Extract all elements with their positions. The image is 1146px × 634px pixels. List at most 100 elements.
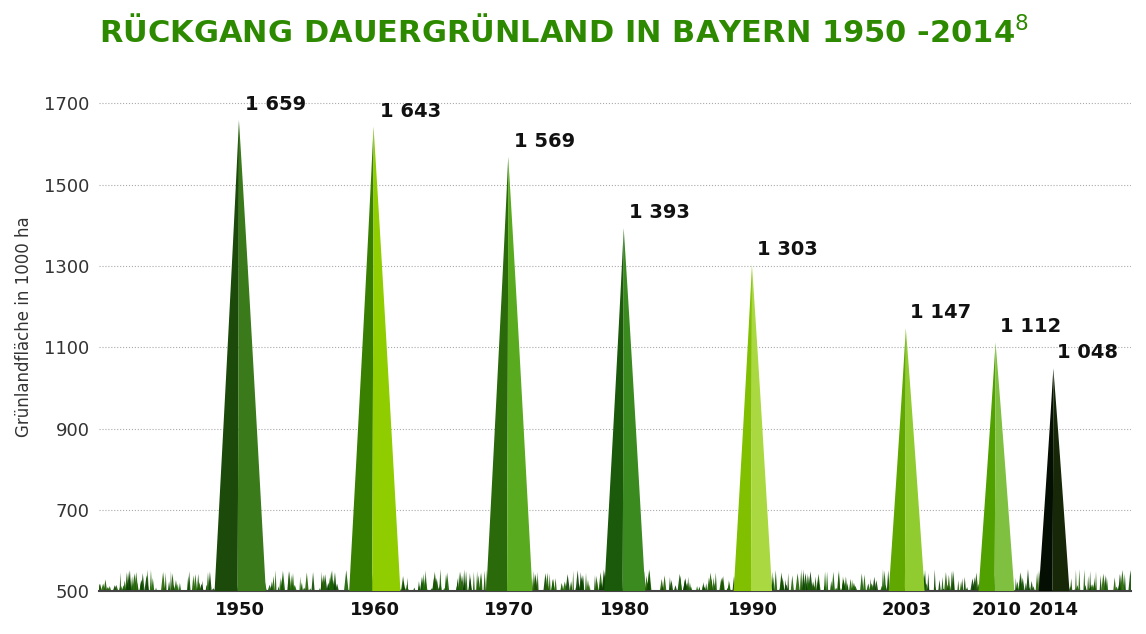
Polygon shape [741,578,745,592]
Polygon shape [101,583,105,592]
Polygon shape [1069,586,1072,592]
Polygon shape [479,573,481,592]
Polygon shape [244,578,248,592]
Polygon shape [751,575,754,592]
Polygon shape [374,570,377,592]
Polygon shape [237,120,266,592]
Y-axis label: Grünlandfläche in 1000 ha: Grünlandfläche in 1000 ha [15,217,33,437]
Polygon shape [171,573,174,592]
Polygon shape [434,578,439,592]
Polygon shape [934,586,936,592]
Polygon shape [359,576,361,592]
Polygon shape [270,590,274,592]
Polygon shape [635,585,637,592]
Polygon shape [881,588,882,592]
Polygon shape [473,572,474,592]
Polygon shape [598,573,603,592]
Polygon shape [684,590,685,592]
Polygon shape [602,569,606,592]
Polygon shape [108,586,111,592]
Polygon shape [1091,584,1094,592]
Polygon shape [892,583,894,592]
Polygon shape [248,575,250,592]
Polygon shape [398,590,401,592]
Polygon shape [784,585,788,592]
Polygon shape [121,585,126,592]
Polygon shape [321,581,325,592]
Polygon shape [390,588,392,592]
Polygon shape [1075,588,1077,592]
Polygon shape [643,571,646,592]
Polygon shape [492,581,495,592]
Polygon shape [312,572,315,592]
Polygon shape [751,265,772,592]
Polygon shape [1019,573,1021,592]
Polygon shape [543,573,548,592]
Polygon shape [197,586,199,592]
Polygon shape [826,572,829,592]
Polygon shape [854,586,857,592]
Polygon shape [892,590,894,592]
Polygon shape [1074,589,1076,592]
Polygon shape [1014,590,1017,592]
Polygon shape [924,570,926,592]
Polygon shape [609,581,612,592]
Polygon shape [187,576,189,592]
Polygon shape [992,581,994,592]
Polygon shape [863,574,866,592]
Polygon shape [384,580,386,592]
Polygon shape [503,582,507,592]
Polygon shape [890,578,894,592]
Polygon shape [127,571,132,592]
Polygon shape [422,574,425,592]
Polygon shape [800,573,802,592]
Polygon shape [1000,573,1004,592]
Polygon shape [733,588,737,592]
Polygon shape [359,579,361,592]
Polygon shape [330,570,333,592]
Polygon shape [1038,368,1053,592]
Polygon shape [206,572,210,592]
Text: 1 659: 1 659 [245,95,306,114]
Polygon shape [167,581,171,592]
Polygon shape [580,578,583,592]
Polygon shape [802,588,804,592]
Polygon shape [620,571,622,592]
Polygon shape [772,589,775,592]
Polygon shape [477,575,480,592]
Polygon shape [887,570,889,592]
Polygon shape [851,588,854,592]
Polygon shape [1089,588,1091,592]
Polygon shape [458,571,462,592]
Polygon shape [808,582,810,592]
Polygon shape [370,574,375,592]
Polygon shape [1100,575,1101,592]
Polygon shape [480,590,484,592]
Polygon shape [1049,578,1051,592]
Polygon shape [424,571,427,592]
Polygon shape [123,581,126,592]
Polygon shape [502,575,504,592]
Polygon shape [199,584,204,592]
Polygon shape [761,582,762,592]
Polygon shape [434,573,435,592]
Polygon shape [419,577,424,592]
Polygon shape [630,590,633,592]
Polygon shape [321,574,325,592]
Polygon shape [982,576,984,592]
Polygon shape [319,588,321,592]
Polygon shape [277,586,280,592]
Polygon shape [484,571,486,592]
Polygon shape [421,582,423,592]
Polygon shape [1075,570,1077,592]
Polygon shape [141,573,144,592]
Polygon shape [849,579,853,592]
Polygon shape [1043,578,1044,592]
Polygon shape [927,587,929,592]
Polygon shape [240,579,242,592]
Polygon shape [939,579,941,592]
Polygon shape [701,585,705,592]
Polygon shape [808,571,813,592]
Polygon shape [905,328,925,592]
Polygon shape [380,588,382,592]
